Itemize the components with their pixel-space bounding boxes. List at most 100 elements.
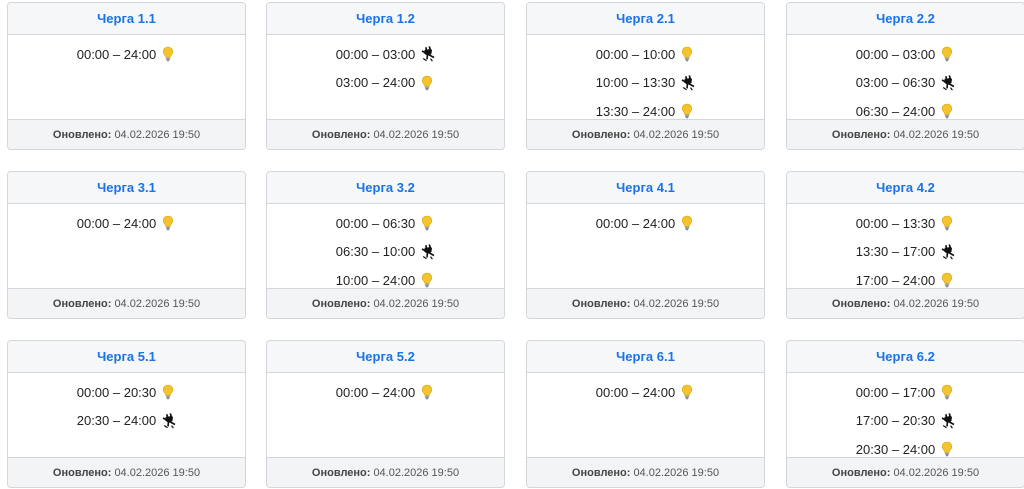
lightbulb-icon [941,441,955,457]
updated-time: 04.02.2026 19:50 [633,297,720,310]
slot-time: 20:30 – 24:00 [76,413,157,429]
queue-card: Черга 2.1 00:00 – 10:00 10:00 – 13:30 13… [526,2,765,150]
schedule-slot: 00:00 – 24:00 [8,209,245,238]
schedule-slot: 00:00 – 20:30 [8,378,245,407]
updated-label: Оновлено: [52,297,112,310]
queue-title: Черга 4.1 [527,172,764,204]
queue-title: Черга 1.1 [8,3,245,35]
queue-card: Черга 6.2 00:00 – 17:00 17:00 – 20:30 20… [786,340,1024,488]
lightbulb-icon [941,384,955,400]
queue-card: Черга 4.1 00:00 – 24:00 Оновлено: 04.02.2… [526,171,765,319]
power-off-icon [681,74,695,91]
queue-title: Черга 5.1 [8,341,245,373]
update-footer: Оновлено: 04.02.2026 19:50 [267,288,504,318]
schedule-slot: 06:30 – 24:00 [787,97,1024,126]
lightbulb-icon [421,272,435,288]
queue-card: Черга 3.2 00:00 – 06:30 06:30 – 10:00 10… [266,171,505,319]
slot-time: 20:30 – 24:00 [855,441,936,457]
schedule-slot: 10:00 – 24:00 [267,266,504,295]
queue-card: Черга 5.2 00:00 – 24:00 Оновлено: 04.02.2… [266,340,505,488]
slot-time: 10:00 – 13:30 [595,75,676,91]
slot-time: 17:00 – 20:30 [855,413,936,429]
power-off-icon [421,46,435,62]
queue-card: Черга 1.2 00:00 – 03:00 03:00 – 24:00 Он… [266,2,505,150]
updated-time: 04.02.2026 19:50 [893,128,980,141]
queue-card: Черга 2.2 00:00 – 03:00 03:00 – 06:30 06… [786,2,1024,150]
schedule-slot: 13:30 – 24:00 [527,97,764,126]
slot-time: 00:00 – 24:00 [335,384,416,400]
slot-time: 00:00 – 24:00 [76,46,157,62]
queue-card: Черга 5.1 00:00 – 20:30 20:30 – 24:00 Он… [7,340,246,488]
schedule-slot: 00:00 – 03:00 [267,40,504,69]
queue-title: Черга 3.1 [8,172,245,204]
slot-time: 00:00 – 13:30 [855,215,936,231]
power-off-icon [941,74,955,91]
power-off-icon [941,243,955,260]
updated-time: 04.02.2026 19:50 [114,466,201,479]
update-footer: Оновлено: 04.02.2026 19:50 [527,119,764,149]
slot-time: 13:30 – 24:00 [595,103,676,119]
updated-label: Оновлено: [52,128,112,141]
slot-time: 06:30 – 10:00 [335,244,416,260]
queue-title: Черга 1.2 [267,3,504,35]
slot-time: 06:30 – 24:00 [855,103,936,119]
queue-card: Черга 4.2 00:00 – 13:30 13:30 – 17:00 17… [786,171,1024,319]
schedule-list: 00:00 – 20:30 20:30 – 24:00 [8,373,245,459]
lightbulb-icon [941,215,955,231]
power-off-icon [941,412,955,429]
schedule-slot: 00:00 – 03:00 [787,40,1024,69]
schedule-slot: 00:00 – 24:00 [8,40,245,69]
updated-time: 04.02.2026 19:50 [114,128,201,141]
schedule-slot: 06:30 – 10:00 [267,238,504,267]
queue-title: Черга 2.1 [527,3,764,35]
update-footer: Оновлено: 04.02.2026 19:50 [267,119,504,149]
lightbulb-icon [941,272,955,288]
lightbulb-icon [681,103,695,119]
update-footer: Оновлено: 04.02.2026 19:50 [8,457,245,487]
schedule-slot: 00:00 – 06:30 [267,209,504,238]
lightbulb-icon [421,75,435,91]
schedule-list: 00:00 – 03:00 03:00 – 24:00 [267,35,504,121]
slot-time: 00:00 – 03:00 [335,46,416,62]
queue-title: Черга 3.2 [267,172,504,204]
slot-time: 00:00 – 20:30 [76,384,157,400]
schedule-slot: 03:00 – 24:00 [267,69,504,98]
schedule-list: 00:00 – 24:00 [8,35,245,121]
schedule-slot: 00:00 – 17:00 [787,378,1024,407]
schedule-slot: 00:00 – 10:00 [527,40,764,69]
queue-card: Черга 3.1 00:00 – 24:00 Оновлено: 04.02.2… [7,171,246,319]
slot-time: 03:00 – 24:00 [335,75,416,91]
slot-time: 00:00 – 06:30 [335,215,416,231]
update-footer: Оновлено: 04.02.2026 19:50 [267,457,504,487]
lightbulb-icon [162,46,176,62]
queue-title: Черга 2.2 [787,3,1024,35]
slot-time: 00:00 – 10:00 [595,46,676,62]
lightbulb-icon [421,215,435,231]
schedule-slot: 10:00 – 13:30 [527,69,764,98]
schedule-list: 00:00 – 24:00 [527,373,764,459]
lightbulb-icon [941,46,955,62]
schedule-list: 00:00 – 13:30 13:30 – 17:00 17:00 – 24:0… [787,204,1024,290]
updated-label: Оновлено: [831,297,891,310]
schedule-list: 00:00 – 06:30 06:30 – 10:00 10:00 – 24:0… [267,204,504,290]
schedule-slot: 20:30 – 24:00 [787,435,1024,464]
lightbulb-icon [162,215,176,231]
schedule-slot: 00:00 – 24:00 [527,209,764,238]
schedule-slot: 03:00 – 06:30 [787,69,1024,98]
update-footer: Оновлено: 04.02.2026 19:50 [787,288,1024,318]
schedule-list: 00:00 – 24:00 [527,204,764,290]
updated-time: 04.02.2026 19:50 [633,466,720,479]
schedule-list: 00:00 – 03:00 03:00 – 06:30 06:30 – 24:0… [787,35,1024,121]
schedule-slot: 00:00 – 24:00 [527,378,764,407]
schedule-list: 00:00 – 10:00 10:00 – 13:30 13:30 – 24:0… [527,35,764,121]
updated-label: Оновлено: [311,297,371,310]
schedule-slot: 20:30 – 24:00 [8,407,245,436]
power-off-icon [421,243,435,260]
schedule-list: 00:00 – 17:00 17:00 – 20:30 20:30 – 24:0… [787,373,1024,459]
updated-time: 04.02.2026 19:50 [633,128,720,141]
slot-time: 00:00 – 24:00 [595,384,676,400]
queue-title: Черга 6.1 [527,341,764,373]
updated-time: 04.02.2026 19:50 [114,297,201,310]
lightbulb-icon [162,384,176,400]
